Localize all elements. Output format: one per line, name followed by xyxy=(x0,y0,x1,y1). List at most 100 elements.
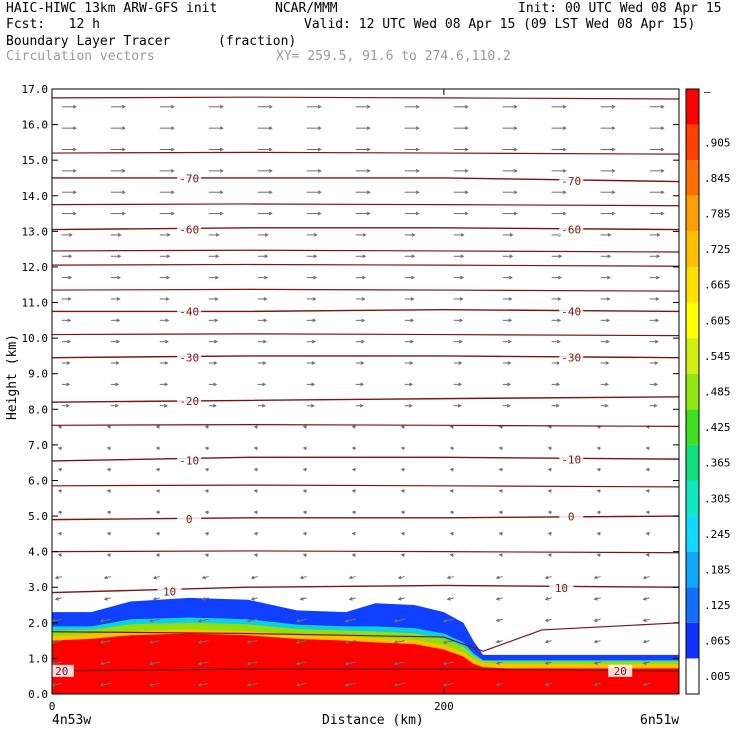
circulation-vector-head xyxy=(201,575,206,580)
colorbar-label: .245 xyxy=(704,528,731,541)
circulation-vector-head xyxy=(415,147,420,152)
circulation-vector-head xyxy=(348,597,353,601)
circulation-vector-head xyxy=(121,211,126,216)
circulation-vector-head xyxy=(547,446,552,451)
circulation-vector-head xyxy=(54,597,59,601)
circulation-vector-head xyxy=(310,403,315,408)
colorbar-frame xyxy=(685,88,700,695)
circulation-vector-head xyxy=(99,683,104,687)
circulation-vector-head xyxy=(459,297,464,301)
circulation-vector-head xyxy=(116,318,121,323)
circulation-vector-head xyxy=(170,190,175,195)
circulation-vector-head xyxy=(246,661,251,666)
contour-label: 0 xyxy=(186,513,193,526)
temperature-contour xyxy=(52,177,679,183)
circulation-vector-head xyxy=(115,382,120,387)
temperature-contour xyxy=(52,584,679,594)
valid-time: Valid: 12 UTC Wed 08 Apr 15 (09 LST Wed … xyxy=(304,17,696,32)
circulation-vector-head xyxy=(645,467,650,472)
circulation-vector-head xyxy=(215,254,220,259)
circulation-vector xyxy=(443,618,454,622)
circulation-vector-head xyxy=(219,147,224,152)
x-axis-label: Distance (km) xyxy=(322,713,424,728)
y-tick-label: 1.0 xyxy=(28,652,48,665)
circulation-vector-head xyxy=(415,126,420,131)
circulation-vector-head xyxy=(152,575,157,580)
contour-label: -60 xyxy=(561,224,581,237)
circulation-vector xyxy=(247,661,258,665)
contour-label: 10 xyxy=(163,586,176,599)
contour-label: 20 xyxy=(55,665,68,678)
circulation-vector xyxy=(52,640,62,644)
colorbar-label: .545 xyxy=(704,350,731,363)
circulation-vector-head xyxy=(660,147,665,152)
circulation-vector-head xyxy=(400,489,405,493)
y-tick-label: 13.0 xyxy=(22,225,49,238)
circulation-vector-head xyxy=(498,446,503,451)
circulation-vector-head xyxy=(204,531,209,536)
circulation-vector-head xyxy=(299,597,304,601)
colorbar-label: .845 xyxy=(704,172,731,185)
circulation-vector-head xyxy=(498,510,503,515)
circulation-vector-head xyxy=(611,168,616,173)
field-units: (fraction) xyxy=(218,34,297,49)
temperature-contour xyxy=(52,423,679,427)
circulation-vector-head xyxy=(409,361,414,365)
circulation-vector-head xyxy=(547,553,552,557)
contour-label-bg xyxy=(177,351,202,364)
circulation-vector-head xyxy=(264,254,269,259)
circulation-vector-head xyxy=(311,339,316,344)
contour-label-bg xyxy=(177,172,202,185)
temperature-contour xyxy=(52,456,679,462)
circulation-vector-head xyxy=(344,618,349,623)
circulation-vector-head xyxy=(348,575,353,580)
circulation-vector-head xyxy=(152,597,157,601)
circulation-vector-head xyxy=(351,489,356,493)
circulation-vector-head xyxy=(121,190,126,195)
colorbar-segment xyxy=(686,338,699,374)
colorbar-label: .785 xyxy=(704,208,731,221)
circulation-vector-head xyxy=(312,297,317,301)
circulation-vector-head xyxy=(508,318,513,323)
colorbar-label: .005 xyxy=(704,670,731,683)
circulation-vector-head xyxy=(317,168,322,173)
circulation-vector-head xyxy=(148,618,153,623)
temperature-contour xyxy=(52,249,679,253)
circulation-vector-head xyxy=(295,683,300,687)
circulation-vector-head xyxy=(317,147,322,152)
circulation-vector xyxy=(198,661,209,665)
circulation-vector-head xyxy=(645,531,650,536)
circulation-vector-head xyxy=(557,297,562,301)
circulation-vector-head xyxy=(562,126,567,131)
colorbar-segment xyxy=(686,266,699,303)
colorbar-segment xyxy=(686,444,699,481)
circulation-vector xyxy=(247,640,258,644)
circulation-vector-head xyxy=(68,254,73,259)
circulation-vector-head xyxy=(507,339,512,344)
circulation-vector-head xyxy=(302,510,307,515)
colorbar-label: .125 xyxy=(704,599,731,612)
circulation-vector-head xyxy=(148,640,153,644)
contour-label: -40 xyxy=(561,305,581,318)
contour-label-bg xyxy=(549,582,574,595)
circulation-vector-head xyxy=(397,597,402,601)
circulation-vector-head xyxy=(204,489,209,493)
circulation-vector-head xyxy=(253,467,258,472)
contour-label: 10 xyxy=(555,582,568,595)
circulation-vector xyxy=(296,682,307,686)
circulation-vector-head xyxy=(264,275,268,280)
circulation-vector-head xyxy=(464,168,469,173)
circulation-vector-head xyxy=(54,575,59,580)
circulation-vector-head xyxy=(611,147,616,152)
circulation-vector-head xyxy=(660,126,665,131)
circulation-vector-head xyxy=(57,510,62,515)
circulation-vector-head xyxy=(513,168,518,173)
contour-label-bg xyxy=(177,395,202,408)
circulation-vector-head xyxy=(655,275,660,280)
circulation-vector-head xyxy=(495,618,500,623)
circulation-vector-head xyxy=(562,104,567,109)
circulation-vector-head xyxy=(302,489,307,493)
circulation-vector-head xyxy=(593,618,598,623)
circulation-vector-head xyxy=(72,211,77,216)
contour-label-bg xyxy=(559,223,584,236)
